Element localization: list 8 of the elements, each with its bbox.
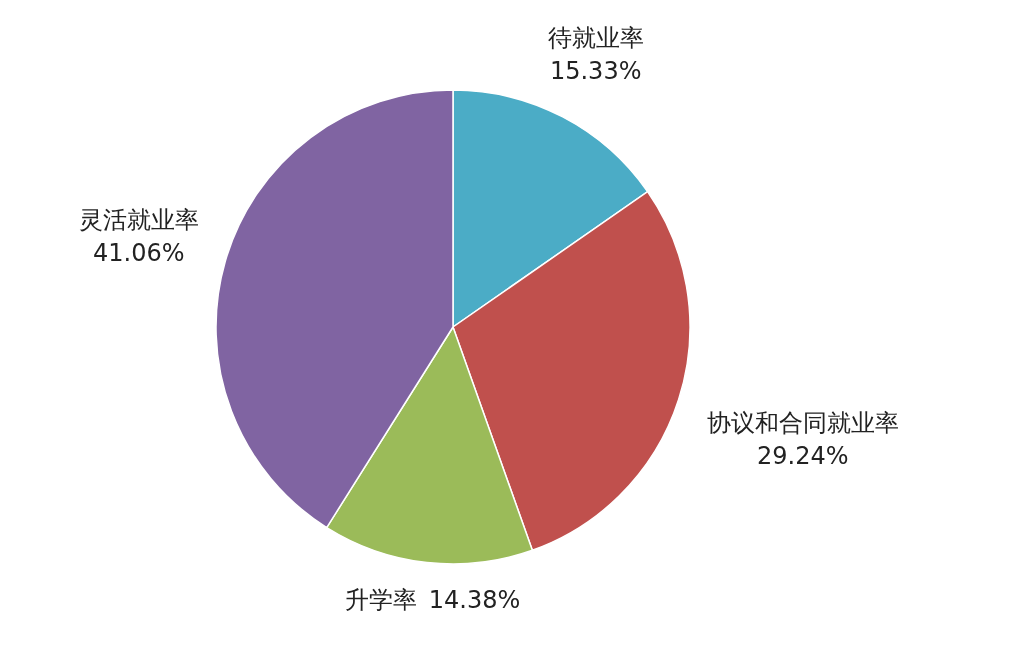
slice-label: 待就业率: [547, 23, 644, 52]
data-label: 41.06%: [93, 239, 185, 268]
data-label: 29.24%: [756, 442, 849, 471]
slice-label: 协议和合同就业率: [706, 409, 899, 438]
slice-label: 灵活就业率: [78, 206, 199, 235]
slice-label: 升学率: [344, 586, 417, 615]
data-label: 15.33%: [549, 56, 642, 85]
data-label: 14.38%: [428, 586, 521, 615]
